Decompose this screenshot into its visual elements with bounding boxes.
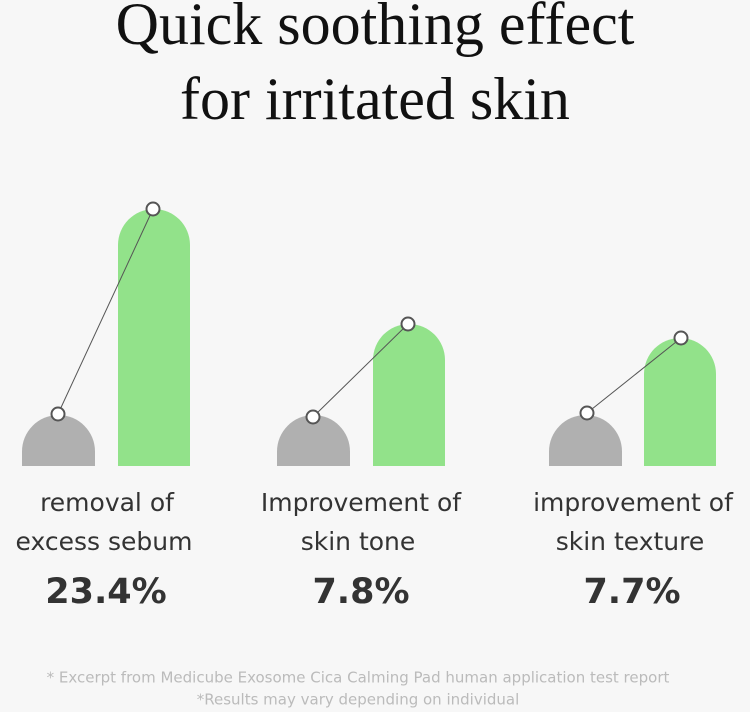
marker — [400, 316, 416, 332]
footnote: * Excerpt from Medicube Exosome Cica Cal… — [47, 669, 670, 687]
after-shape — [644, 338, 716, 466]
marker — [305, 409, 321, 425]
before-shape — [22, 414, 95, 466]
title-line: Quick soothing effect — [116, 0, 635, 57]
title-line: for irritated skin — [180, 66, 570, 132]
marker — [145, 201, 161, 217]
marker — [579, 405, 595, 421]
after-shape — [118, 209, 190, 467]
marker — [673, 330, 689, 346]
connector — [586, 337, 682, 414]
before-shape — [549, 414, 622, 466]
item-label: improvement of — [533, 488, 734, 517]
marker — [50, 406, 66, 422]
connector — [312, 323, 409, 418]
item-label: skin tone — [301, 527, 416, 556]
item-label: removal of — [40, 488, 175, 517]
before-shape — [277, 415, 350, 466]
item-label: Improvement of — [261, 488, 462, 517]
item-label: excess sebum — [16, 527, 193, 556]
footnote: *Results may vary depending on individua… — [197, 691, 520, 709]
item-result: 23.4% — [45, 572, 166, 612]
connector — [57, 208, 154, 415]
item-label: skin texture — [556, 527, 705, 556]
item-result: 7.8% — [312, 572, 409, 612]
item-result: 7.7% — [583, 572, 680, 612]
after-shape — [373, 324, 445, 466]
